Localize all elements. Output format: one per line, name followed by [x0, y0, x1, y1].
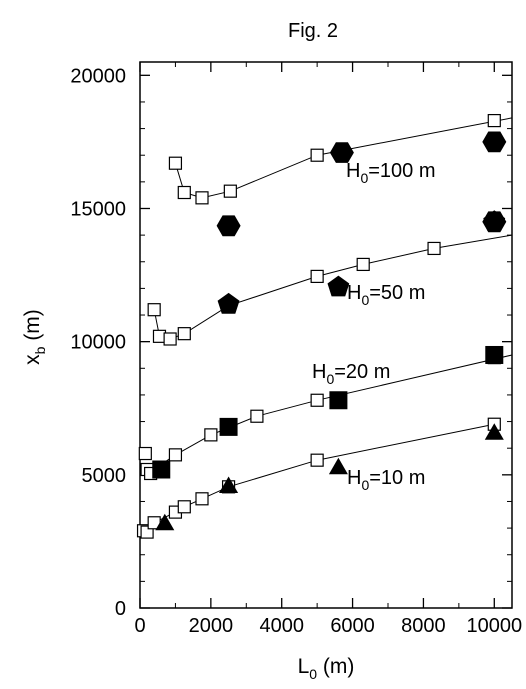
series-2-label-main: H [312, 361, 326, 383]
x-tick-label-1: 2000 [189, 615, 234, 637]
series-0-open-point-0 [168, 156, 183, 170]
series-0-label-rest: =100 m [368, 160, 435, 182]
series-2-open-point-5 [250, 409, 264, 423]
series-1-open-point-0 [147, 303, 161, 317]
y-axis-label: xb (m) [21, 309, 48, 365]
series-1-open-point-2 [163, 332, 177, 346]
series-2-label: H0=20 m [312, 361, 390, 387]
series-0-open-point-2 [195, 191, 209, 205]
series-2-open-point-4 [204, 428, 218, 442]
series-0-open-point-5 [487, 113, 501, 128]
series-2-label-sub: 0 [326, 371, 334, 387]
series-0-open-point-3 [223, 184, 237, 198]
y-tick-label-3: 15000 [70, 198, 126, 220]
series-1-label: H0=50 m [347, 282, 425, 308]
series-1-filled-point-0 [217, 292, 240, 314]
series-3-open-point-4 [177, 500, 191, 514]
open-markers [136, 113, 501, 539]
series-2-filled-point-0 [152, 460, 171, 479]
chart-title: Fig. 2 [288, 20, 338, 42]
x-axis-label-unit: (m) [317, 655, 354, 678]
series-3-open-point-7 [310, 453, 324, 467]
x-axis-label: L0 (m) [298, 655, 355, 682]
y-axis-label-sub: b [32, 346, 48, 354]
series-1-label-sub: 0 [361, 292, 369, 308]
x-axis-label-sub: 0 [309, 666, 317, 682]
axis-ticks [139, 62, 512, 609]
series-0-open-point-1 [177, 185, 191, 200]
series-1-open-point-6 [427, 241, 441, 256]
series-2-label-rest: =20 m [334, 361, 390, 383]
series-3-filled-point-3 [484, 423, 504, 440]
series-3-filled-point-2 [328, 457, 348, 475]
series-3-line [143, 423, 495, 532]
series-3-label-sub: 0 [361, 477, 369, 493]
series-1-filled-point-2 [483, 210, 506, 232]
x-tick-label-3: 6000 [330, 615, 375, 637]
series-2-open-point-3 [168, 448, 183, 462]
series-labels: H0=100 mH0=50 mH0=20 mH0=10 m [312, 160, 436, 493]
y-axis-label-unit: (m) [21, 309, 44, 346]
series-0-filled-point-2 [482, 131, 507, 153]
x-tick-label-5: 10000 [466, 615, 522, 637]
series-lines [143, 117, 513, 532]
series-0-filled-point-1 [329, 142, 354, 163]
series-3-label-main: H [347, 467, 361, 489]
series-1-open-point-4 [310, 269, 324, 284]
series-2-filled-point-3 [485, 345, 504, 364]
series-1-label-rest: =50 m [369, 282, 425, 304]
series-0-label: H0=100 m [346, 160, 436, 186]
tick-labels: 0 2000 4000 6000 8000 10000 0 5000 10000 15000 200… [70, 65, 522, 637]
series-3-filled-point-1 [219, 476, 239, 493]
x-tick-label-2: 4000 [259, 615, 304, 637]
series-1-filled-point-1 [327, 275, 350, 297]
y-tick-label-2: 10000 [70, 332, 126, 354]
series-0-label-main: H [346, 160, 360, 182]
filled-markers [152, 131, 507, 531]
series-3-open-point-5 [195, 492, 209, 506]
y-tick-label-0: 0 [115, 598, 126, 620]
series-2-filled-point-1 [219, 417, 238, 436]
series-3-label-rest: =10 m [369, 467, 425, 489]
y-axis-label-main: x [21, 354, 44, 365]
series-1-label-main: H [347, 282, 361, 304]
series-1-open-point-3 [177, 327, 191, 341]
series-2-filled-point-2 [329, 391, 348, 410]
x-tick-label-4: 8000 [401, 615, 446, 637]
plot-frame [139, 61, 513, 609]
series-3-label: H0=10 m [347, 467, 425, 493]
series-3-filled-point-0 [155, 513, 175, 531]
series-2-open-point-0 [138, 446, 152, 461]
series-1-open-point-5 [356, 257, 370, 272]
series-0-open-point-4 [310, 148, 324, 162]
series-2-open-point-6 [310, 393, 324, 407]
y-tick-label-4: 20000 [70, 65, 126, 87]
x-tick-label-0: 0 [134, 615, 145, 637]
series-0-label-sub: 0 [360, 170, 368, 186]
y-tick-label-1: 5000 [82, 465, 127, 487]
x-axis-label-main: L [298, 655, 310, 678]
series-0-filled-point-0 [216, 215, 241, 237]
